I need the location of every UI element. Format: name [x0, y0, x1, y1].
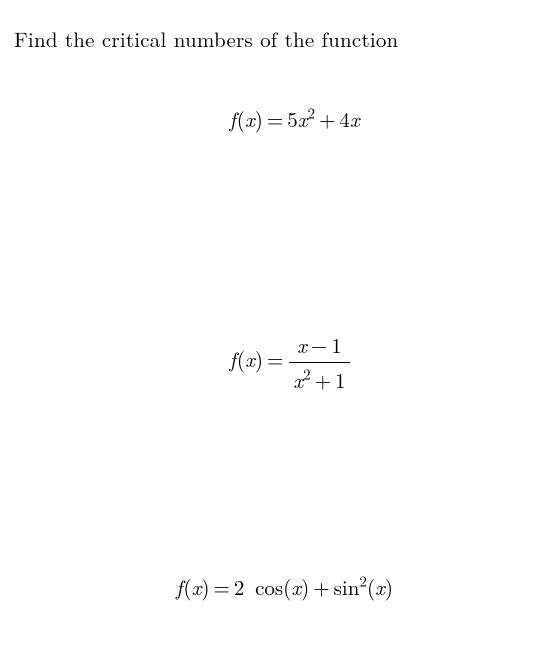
eq3-t2-exp: 2	[359, 571, 367, 592]
equation-3: f(x)=2 cos(x)+sin2(x)	[16, 572, 537, 602]
eq1-fn: f	[229, 104, 235, 134]
eq1-arg: x	[245, 104, 255, 134]
equation-1: f(x)=5x2+4x	[26, 104, 537, 134]
eq3-fn: f	[176, 572, 182, 602]
eq2-fn: f	[229, 344, 235, 374]
eq1-var2: x	[350, 104, 360, 134]
eq2-den-op: +	[311, 365, 335, 395]
equation-2: f(x)= x−1 x2+1	[22, 330, 537, 395]
eq3-t2-fn: sin	[334, 572, 360, 602]
problem-prompt: Find the critical numbers of the functio…	[14, 24, 398, 54]
eq2-den-const: 1	[335, 365, 346, 395]
eq2-fraction: x−1 x2+1	[289, 330, 349, 395]
eq1-coeff1: 5	[287, 104, 298, 134]
eq2-num-op: −	[307, 330, 331, 360]
eq1-exp1: 2	[307, 103, 315, 124]
eq3-t1-coeff: 2	[234, 572, 245, 602]
eq2-num-const: 1	[331, 330, 342, 360]
eq2-arg: x	[245, 344, 255, 374]
eq2-den-exp: 2	[303, 364, 311, 385]
eq3-t1-arg: x	[291, 572, 301, 602]
eq3-t2-arg: x	[375, 572, 385, 602]
page: Find the critical numbers of the functio…	[0, 0, 537, 646]
eq2-num-var: x	[297, 330, 307, 360]
eq2-den-var: x	[293, 365, 303, 395]
eq3-op: +	[309, 572, 333, 602]
eq3-t1-fn: cos	[255, 572, 283, 602]
eq1-coeff2: 4	[339, 104, 350, 134]
eq1-op: +	[315, 104, 339, 134]
eq3-arg: x	[192, 572, 202, 602]
